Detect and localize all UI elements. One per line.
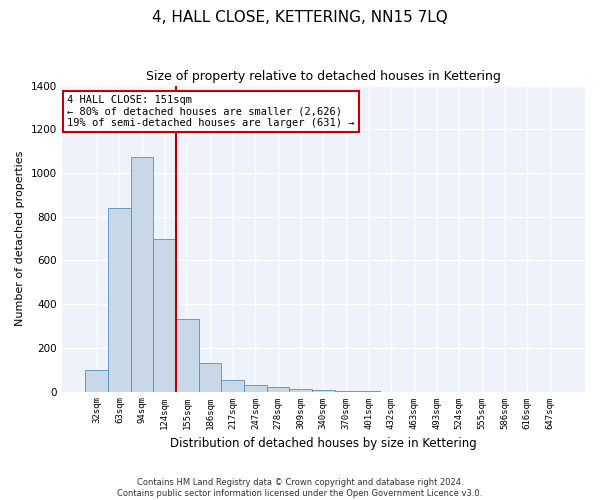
Bar	[85, 370, 108, 392]
Bar	[199, 363, 221, 392]
Bar	[244, 385, 266, 392]
Bar	[154, 238, 176, 392]
Bar	[266, 387, 289, 392]
Text: 4 HALL CLOSE: 151sqm
← 80% of detached houses are smaller (2,626)
19% of semi-de: 4 HALL CLOSE: 151sqm ← 80% of detached h…	[67, 94, 355, 128]
Bar	[221, 380, 244, 392]
Bar	[176, 320, 199, 392]
Bar	[131, 156, 154, 392]
Bar	[289, 390, 312, 392]
Y-axis label: Number of detached properties: Number of detached properties	[15, 151, 25, 326]
Title: Size of property relative to detached houses in Kettering: Size of property relative to detached ho…	[146, 70, 501, 83]
X-axis label: Distribution of detached houses by size in Kettering: Distribution of detached houses by size …	[170, 437, 477, 450]
Bar	[312, 390, 335, 392]
Text: 4, HALL CLOSE, KETTERING, NN15 7LQ: 4, HALL CLOSE, KETTERING, NN15 7LQ	[152, 10, 448, 25]
Text: Contains HM Land Registry data © Crown copyright and database right 2024.
Contai: Contains HM Land Registry data © Crown c…	[118, 478, 482, 498]
Bar	[108, 208, 131, 392]
